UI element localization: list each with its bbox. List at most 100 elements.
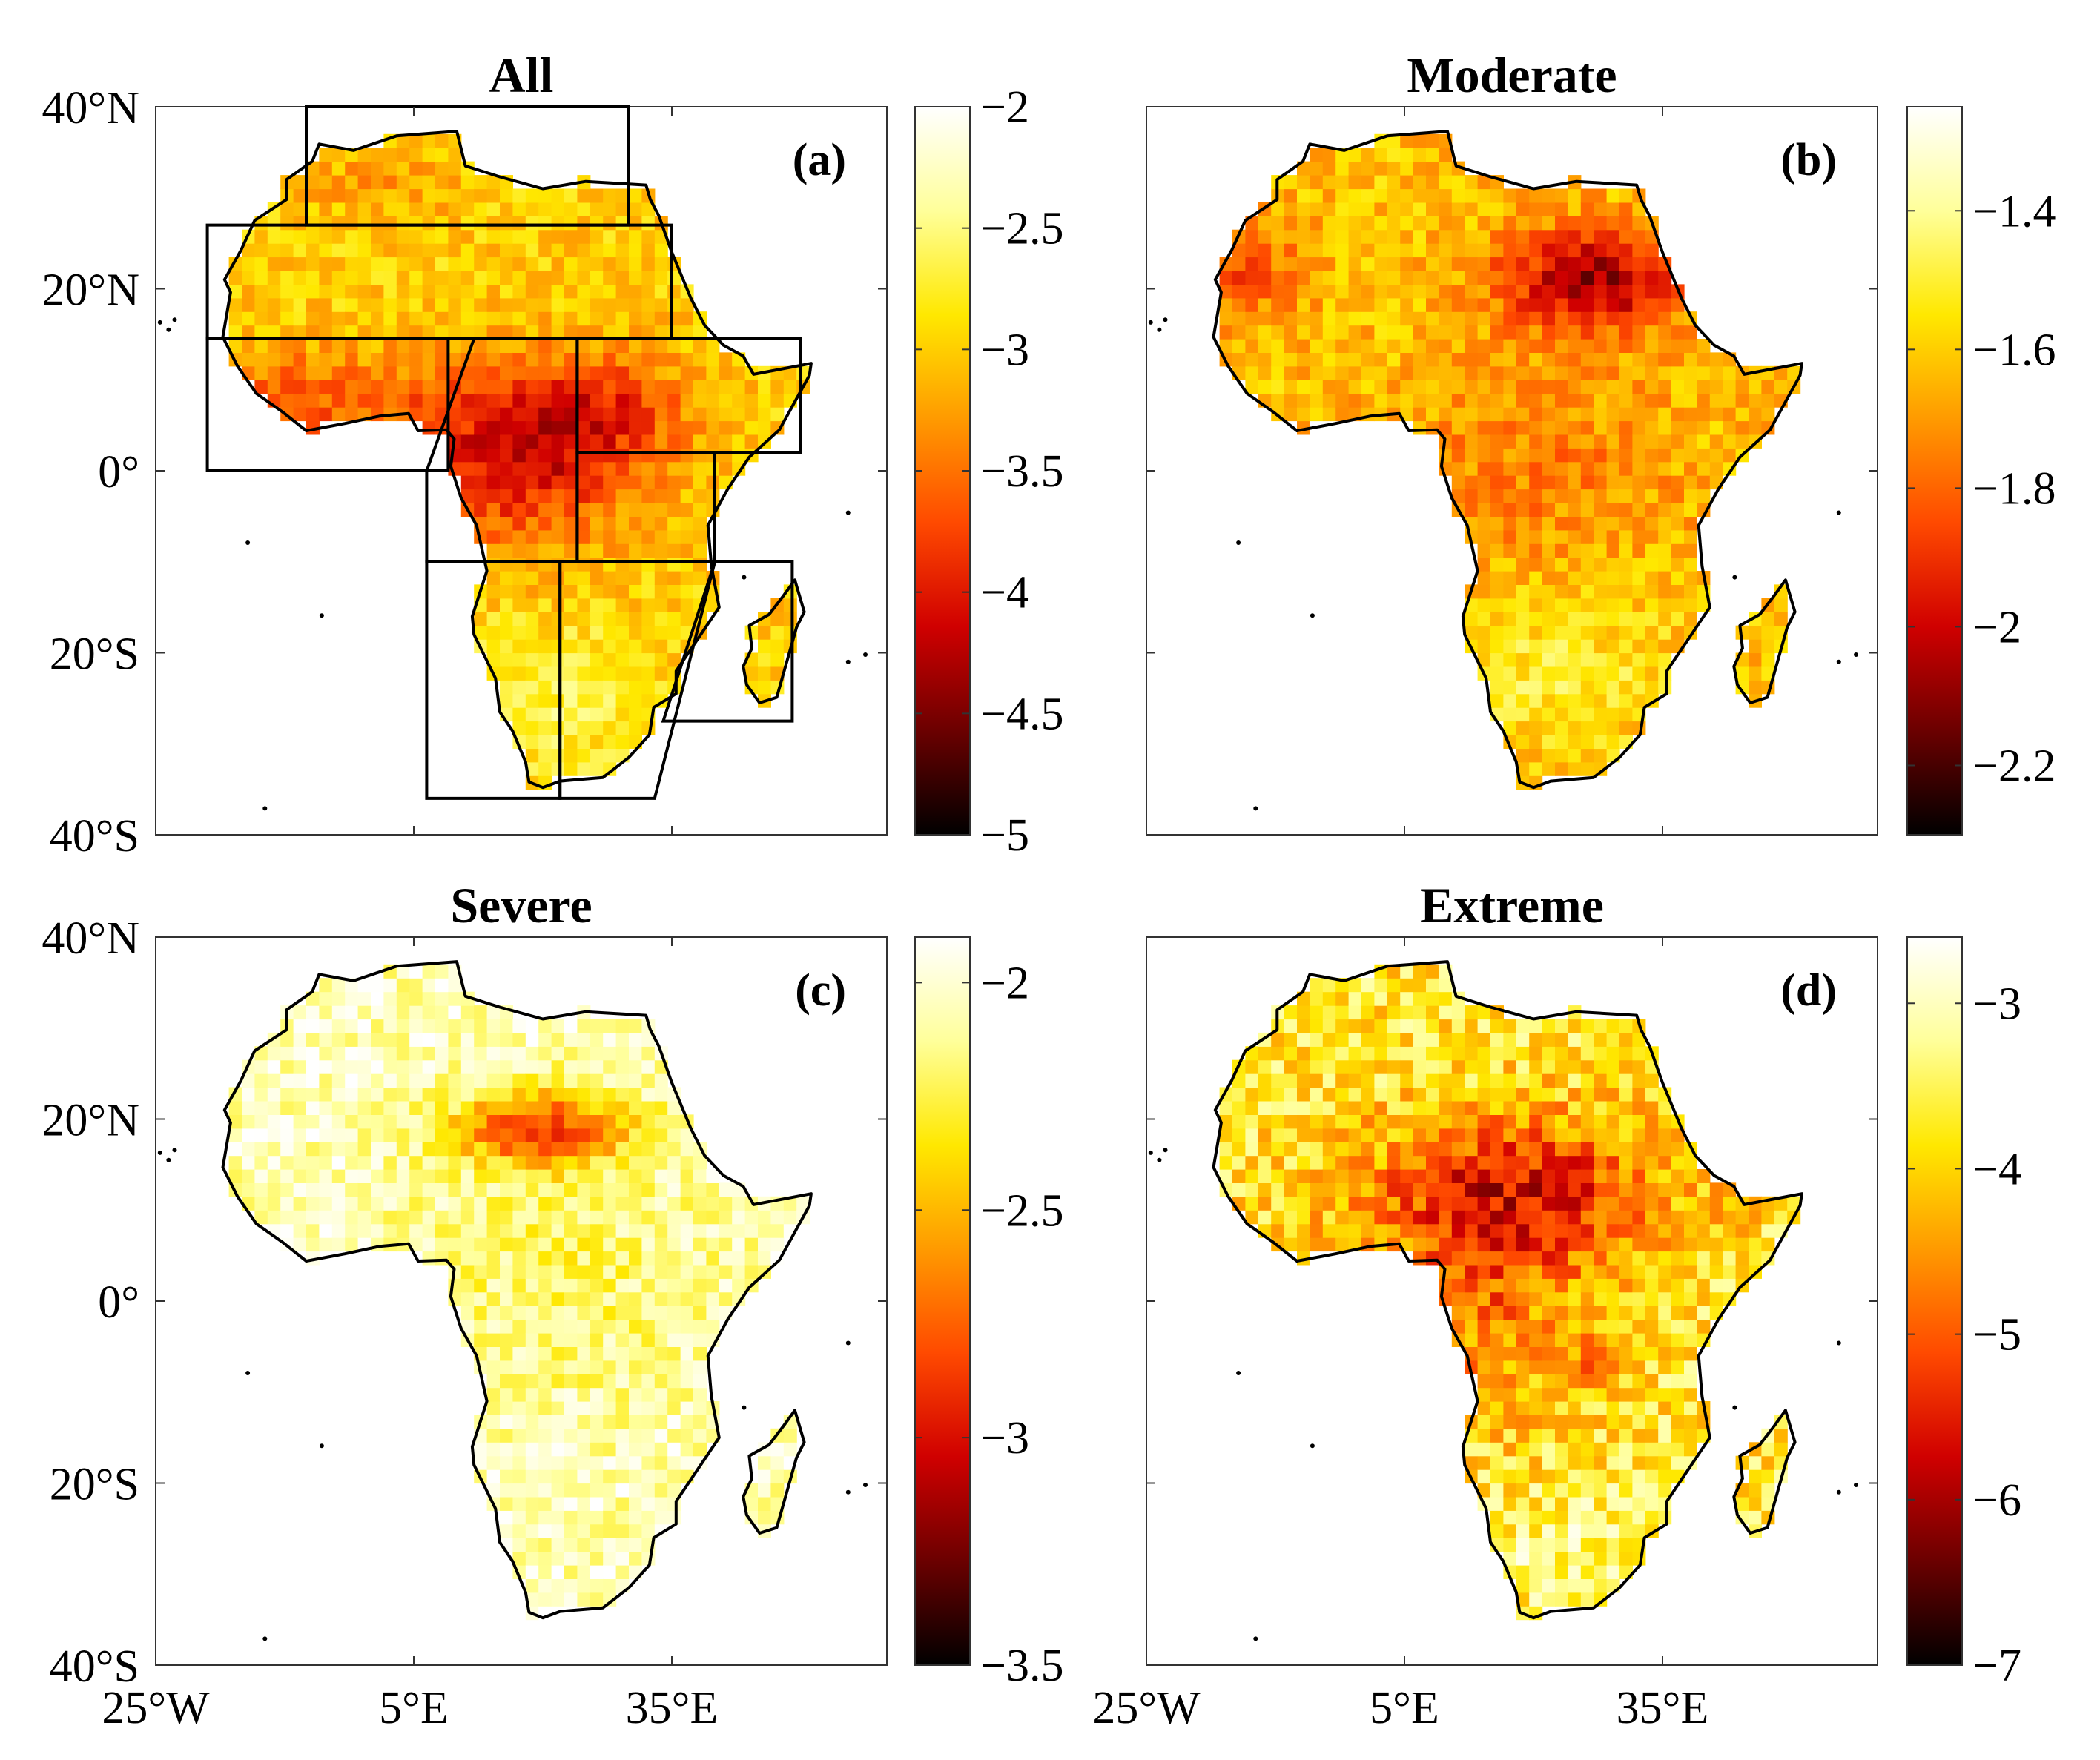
- data-cell: [590, 352, 604, 367]
- data-cell: [1555, 1237, 1568, 1252]
- data-cell: [641, 1387, 656, 1402]
- data-cell: [1465, 1114, 1479, 1129]
- data-cell: [590, 380, 604, 394]
- data-cell: [654, 1442, 668, 1457]
- data-cell: [460, 1264, 475, 1279]
- data-cell: [1645, 297, 1659, 312]
- data-cell: [1645, 489, 1659, 503]
- data-cell: [1400, 1114, 1414, 1129]
- data-cell: [371, 161, 384, 176]
- data-cell: [1632, 1306, 1646, 1320]
- data-cell: [641, 420, 656, 435]
- data-cell: [1387, 1059, 1401, 1074]
- island-dot: [1236, 540, 1241, 545]
- data-cell: [396, 1073, 410, 1088]
- data-cell: [1555, 1059, 1568, 1074]
- data-cell: [1568, 666, 1582, 681]
- data-cell: [603, 1592, 617, 1607]
- data-cell: [1400, 188, 1414, 203]
- data-cell: [371, 352, 384, 367]
- data-cell: [538, 1251, 552, 1266]
- data-cell: [1529, 1278, 1543, 1293]
- island-dot: [245, 540, 251, 545]
- data-cell: [319, 339, 333, 353]
- data-cell: [1529, 1346, 1543, 1361]
- data-cell: [667, 297, 681, 312]
- data-cell: [551, 1142, 565, 1157]
- data-cell: [1322, 1087, 1336, 1102]
- data-cell: [1735, 1251, 1749, 1266]
- data-cell: [1503, 516, 1517, 531]
- data-cell: [564, 257, 578, 271]
- data-cell: [448, 325, 462, 340]
- data-cell: [460, 175, 475, 190]
- data-cell: [1671, 1128, 1685, 1142]
- data-cell: [564, 202, 578, 216]
- data-cell: [744, 680, 759, 695]
- data-cell: [783, 380, 797, 394]
- data-cell: [306, 1182, 320, 1197]
- data-cell: [1542, 297, 1556, 312]
- data-cell: [1619, 1415, 1633, 1429]
- data-cell: [1568, 420, 1582, 435]
- data-cell: [538, 1278, 552, 1293]
- data-cell: [1516, 1264, 1530, 1279]
- data-cell: [1632, 557, 1646, 572]
- data-cell: [435, 1237, 449, 1252]
- data-cell: [654, 271, 668, 285]
- data-cell: [1723, 1264, 1737, 1279]
- data-cell: [1542, 1155, 1556, 1170]
- data-cell: [1271, 1073, 1285, 1088]
- data-cell: [1568, 229, 1582, 244]
- data-cell: [1555, 1469, 1568, 1484]
- data-cell: [1594, 1346, 1608, 1361]
- data-cell: [1400, 257, 1414, 271]
- data-cell: [1619, 1155, 1633, 1170]
- data-cell: [357, 1114, 372, 1129]
- data-cell: [1335, 352, 1350, 367]
- data-cell: [474, 1005, 488, 1020]
- data-cell: [512, 1551, 526, 1566]
- data-cell: [293, 284, 307, 299]
- data-cell: [1529, 1374, 1543, 1389]
- data-cell: [1310, 1155, 1324, 1170]
- data-cell: [1516, 1442, 1530, 1457]
- data-cell: [629, 1333, 642, 1347]
- data-cell: [1490, 1059, 1504, 1074]
- data-cell: [1271, 1142, 1285, 1157]
- data-cell: [1529, 380, 1543, 394]
- data-cell: [422, 216, 436, 231]
- data-cell: [1632, 1142, 1646, 1157]
- data-cell: [319, 1128, 333, 1142]
- data-cell: [1451, 1319, 1465, 1334]
- data-cell: [1490, 1469, 1504, 1484]
- data-cell: [319, 1196, 333, 1211]
- data-cell: [448, 243, 462, 258]
- data-cell: [228, 1155, 242, 1170]
- data-cell: [783, 365, 797, 380]
- data-cell: [603, 365, 617, 380]
- data-cell: [654, 529, 668, 544]
- data-cell: [1606, 325, 1620, 340]
- data-cell: [293, 1128, 307, 1142]
- data-cell: [1439, 161, 1453, 176]
- data-cell: [538, 1565, 552, 1579]
- data-cell: [1439, 243, 1453, 258]
- data-cell: [1568, 393, 1582, 408]
- data-cell: [641, 625, 656, 640]
- data-cell: [1671, 1142, 1685, 1157]
- data-cell: [448, 1101, 462, 1115]
- data-cell: [615, 1510, 630, 1525]
- data-cell: [1606, 543, 1620, 558]
- data-cell: [590, 1155, 604, 1170]
- data-cell: [603, 1578, 617, 1593]
- data-cell: [1439, 188, 1453, 203]
- data-cell: [1568, 693, 1582, 708]
- data-cell: [590, 1128, 604, 1142]
- data-cell: [1542, 1565, 1556, 1579]
- data-cell: [1594, 461, 1608, 476]
- data-cell: [512, 1442, 526, 1457]
- data-cell: [1568, 503, 1582, 517]
- data-cell: [1465, 448, 1479, 463]
- data-cell: [538, 584, 552, 599]
